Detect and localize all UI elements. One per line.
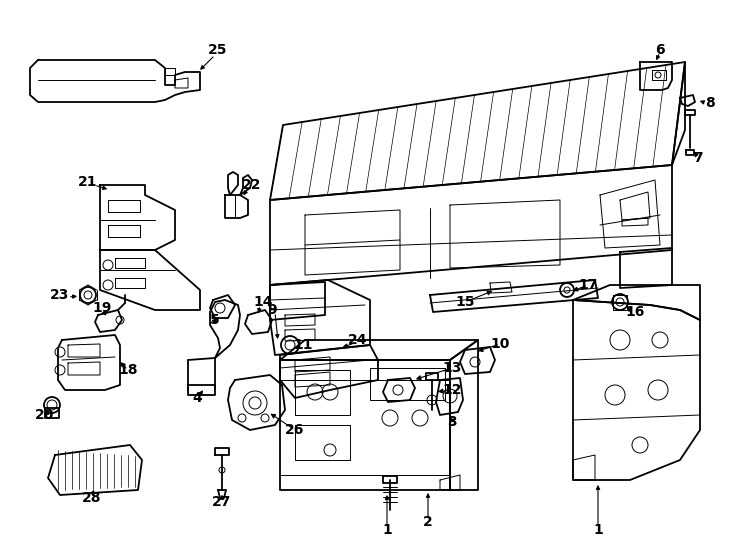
Text: 28: 28 bbox=[82, 491, 102, 505]
Text: 1: 1 bbox=[593, 523, 603, 537]
Text: 8: 8 bbox=[705, 96, 715, 110]
Text: 22: 22 bbox=[242, 178, 262, 192]
Text: 19: 19 bbox=[92, 301, 112, 315]
Text: 1: 1 bbox=[382, 523, 392, 537]
Text: 24: 24 bbox=[348, 333, 368, 347]
Text: 3: 3 bbox=[447, 415, 457, 429]
Text: 21: 21 bbox=[79, 175, 98, 189]
Text: 5: 5 bbox=[210, 313, 220, 327]
Text: 6: 6 bbox=[655, 43, 665, 57]
Text: 18: 18 bbox=[118, 363, 138, 377]
Text: 12: 12 bbox=[443, 383, 462, 397]
Text: 13: 13 bbox=[443, 361, 462, 375]
Text: 10: 10 bbox=[490, 337, 509, 351]
Text: 7: 7 bbox=[693, 151, 703, 165]
Text: 25: 25 bbox=[208, 43, 228, 57]
Text: 26: 26 bbox=[286, 423, 305, 437]
Text: 23: 23 bbox=[51, 288, 70, 302]
Text: 15: 15 bbox=[455, 295, 475, 309]
Text: 14: 14 bbox=[253, 295, 273, 309]
Text: 11: 11 bbox=[294, 338, 313, 352]
Text: 20: 20 bbox=[35, 408, 55, 422]
Text: 4: 4 bbox=[192, 391, 202, 405]
Text: 17: 17 bbox=[578, 278, 597, 292]
Text: 16: 16 bbox=[625, 305, 644, 319]
Text: 9: 9 bbox=[267, 303, 277, 317]
Text: 2: 2 bbox=[423, 515, 433, 529]
Text: 27: 27 bbox=[212, 495, 232, 509]
